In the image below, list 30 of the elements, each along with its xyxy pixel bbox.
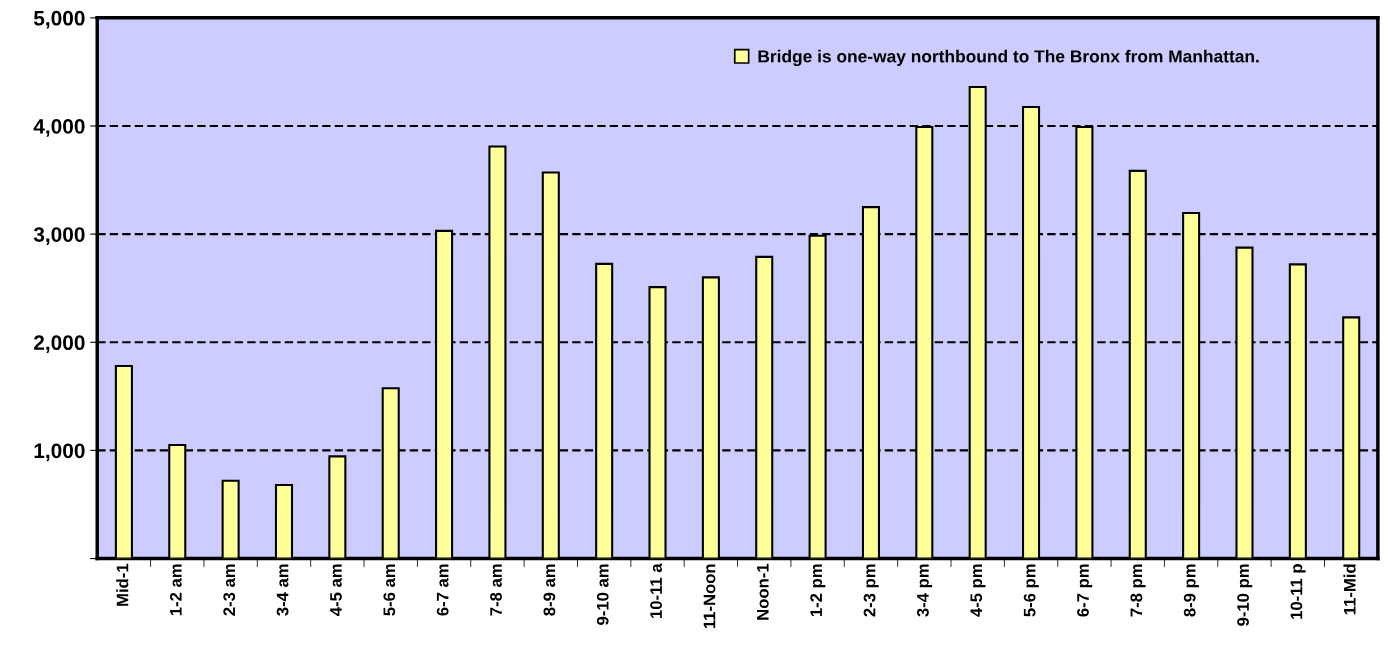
x-tick-label: 11-Mid <box>1343 564 1356 615</box>
x-tick-label: 5-6 pm <box>1023 564 1039 617</box>
x-tick-label: 6-7 pm <box>1077 564 1093 617</box>
y-tick-label: 5,000 <box>33 10 85 29</box>
x-tick-label: 11-Noon <box>703 564 716 629</box>
x-tick-label: 2-3 pm <box>863 564 879 617</box>
y-tick-label: 3,000 <box>33 227 85 245</box>
x-tick-label: 9-10 pm <box>1237 564 1253 626</box>
x-tick-label: 8-9 pm <box>1183 564 1199 617</box>
x-tick-label: 4-5 am <box>330 564 342 616</box>
x-tick-label: 3-4 pm <box>916 564 933 617</box>
x-tick-label: Mid-1 <box>116 563 129 606</box>
x-tick-label: 2-3 am <box>223 564 236 616</box>
x-tick-label: 5-6 am <box>383 564 396 616</box>
x-tick-label: 10-11 a <box>650 563 662 618</box>
x-tick-label: 7-8 am <box>490 564 502 616</box>
x-tick-label: 1-2 am <box>169 564 182 616</box>
x-tick-label: 9-10 am <box>596 564 609 625</box>
x-tick-label: 6-7 am <box>436 564 449 616</box>
x-tick-label: 3-4 am <box>276 564 289 616</box>
y-tick-label: 4,000 <box>33 118 85 137</box>
y-tick-label: 1,000 <box>34 443 85 462</box>
x-tick-label: 10-11 p <box>1290 564 1306 619</box>
x-tick-label: 4-5 pm <box>970 564 986 617</box>
x-tick-label: Noon-1 <box>757 563 769 620</box>
y-tick-label: 2,000 <box>34 335 85 354</box>
x-tick-label: 7-8 pm <box>1130 564 1146 617</box>
legend-label: Bridge is one-way northbound to The Bronx from Manhattan. <box>758 49 1259 67</box>
x-tick-label: 8-9 am <box>543 564 556 616</box>
x-tick-label: 1-2 pm <box>810 564 826 617</box>
